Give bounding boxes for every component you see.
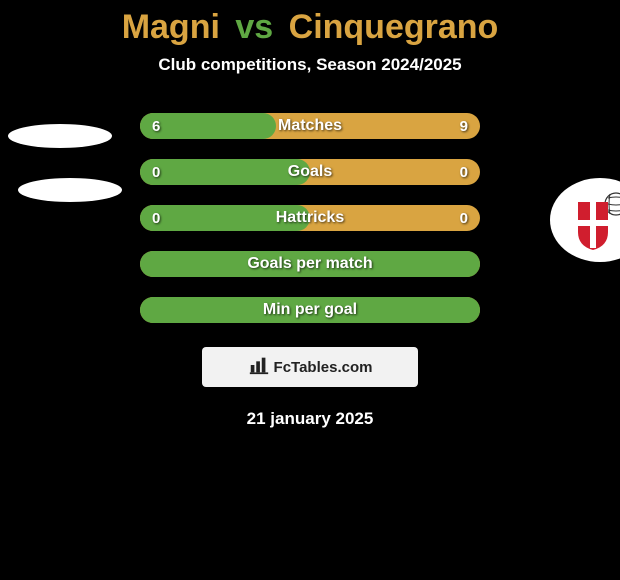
watermark: FcTables.com xyxy=(202,347,418,387)
date-text: 21 january 2025 xyxy=(0,409,620,429)
stat-bar: Min per goal xyxy=(140,297,480,323)
stat-bar: 00Hattricks xyxy=(140,205,480,231)
watermark-text: FcTables.com xyxy=(274,359,373,376)
stat-bar: 00Goals xyxy=(140,159,480,185)
bar-label: Goals xyxy=(140,159,480,185)
page-title: Magni vs Cinquegrano xyxy=(0,0,620,47)
bar-label: Min per goal xyxy=(140,297,480,323)
bar-label: Matches xyxy=(140,113,480,139)
title-right: Cinquegrano xyxy=(289,8,499,46)
decor-ellipse xyxy=(8,124,112,148)
bar-chart-icon xyxy=(248,354,270,380)
decor-ellipse xyxy=(18,178,122,202)
title-vs: vs xyxy=(235,8,273,46)
stat-bar: Goals per match xyxy=(140,251,480,277)
club-crest-icon xyxy=(568,188,620,252)
club-badge xyxy=(550,178,620,262)
subtitle: Club competitions, Season 2024/2025 xyxy=(0,55,620,75)
title-left: Magni xyxy=(122,8,220,46)
bar-label: Goals per match xyxy=(140,251,480,277)
stats-container: 69Matches 00Goals 00Hattricks Goals per mat… xyxy=(140,113,480,323)
stat-bar: 69Matches xyxy=(140,113,480,139)
bar-label: Hattricks xyxy=(140,205,480,231)
